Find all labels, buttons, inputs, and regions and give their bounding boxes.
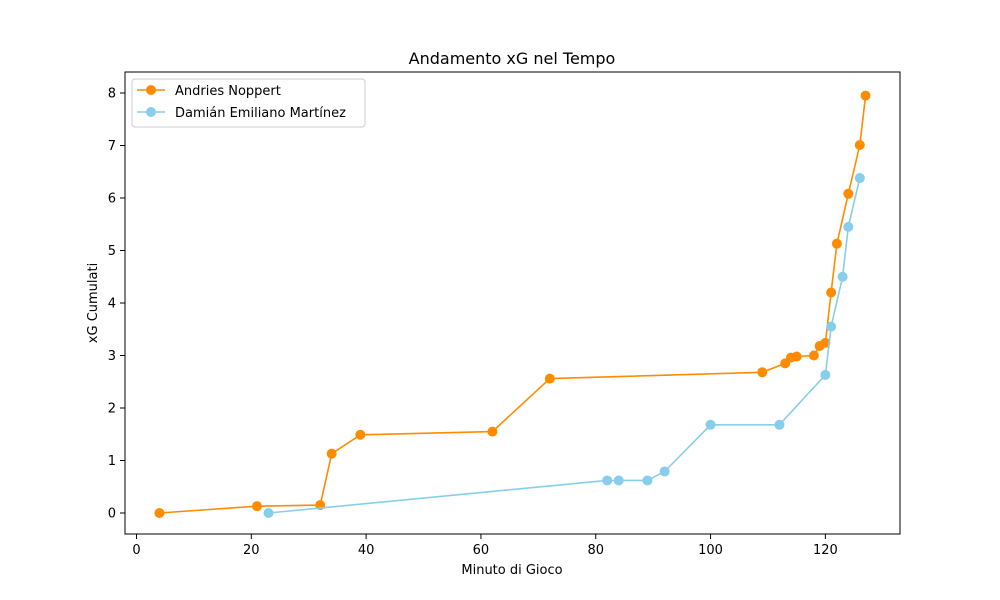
legend-label-damian-martinez: Damián Emiliano Martínez xyxy=(175,106,346,121)
x-axis-ticks: 0 20 40 60 80 100 120 xyxy=(132,534,838,558)
data-point xyxy=(154,508,165,518)
y-tick-label: 4 xyxy=(108,297,116,312)
data-point xyxy=(757,367,768,378)
chart-title: Andamento xG nel Tempo xyxy=(409,49,616,68)
data-point xyxy=(602,475,613,486)
y-tick-label: 6 xyxy=(108,192,116,207)
data-point xyxy=(854,139,865,150)
y-axis-label: xG Cumulati xyxy=(86,263,101,343)
y-tick-label: 8 xyxy=(108,87,116,102)
legend-marker-damian-martinez xyxy=(146,107,156,117)
data-point xyxy=(642,475,653,486)
y-axis-ticks: 0 1 2 3 4 5 6 7 8 xyxy=(108,87,125,522)
data-point xyxy=(252,501,263,512)
y-tick-label: 5 xyxy=(108,244,116,259)
legend-label-andries-noppert: Andries Noppert xyxy=(175,84,281,99)
data-point xyxy=(831,238,842,249)
y-tick-label: 3 xyxy=(108,349,116,364)
series-1 xyxy=(263,173,865,518)
x-tick-label: 20 xyxy=(243,543,260,558)
x-tick-label: 40 xyxy=(358,543,375,558)
legend-box xyxy=(131,78,366,128)
x-tick-label: 100 xyxy=(698,543,723,558)
data-point xyxy=(843,221,854,232)
x-tick-label: 120 xyxy=(813,543,838,558)
data-point xyxy=(860,90,871,101)
y-tick-label: 1 xyxy=(108,454,116,469)
data-point xyxy=(791,351,802,362)
data-point xyxy=(843,188,854,199)
data-point xyxy=(808,350,819,361)
y-tick-label: 2 xyxy=(108,402,116,417)
series-line xyxy=(268,177,861,514)
data-point xyxy=(487,426,498,437)
data-point xyxy=(820,337,831,348)
data-point xyxy=(774,419,785,430)
data-point xyxy=(820,369,831,380)
data-point xyxy=(826,321,837,332)
data-point xyxy=(854,173,865,184)
data-point xyxy=(705,419,716,430)
y-tick-label: 0 xyxy=(108,507,116,522)
x-tick-label: 0 xyxy=(132,543,140,558)
y-tick-label: 7 xyxy=(108,139,116,154)
data-point xyxy=(659,466,670,477)
data-point xyxy=(355,429,366,440)
x-tick-label: 60 xyxy=(473,543,490,558)
data-point xyxy=(826,287,837,298)
legend-marker-andries-noppert xyxy=(146,85,156,95)
data-point xyxy=(544,373,555,384)
data-point xyxy=(326,448,337,459)
legend: Andries Noppert Damián Emiliano Martínez xyxy=(131,78,366,128)
data-point xyxy=(837,271,848,282)
x-tick-label: 80 xyxy=(587,543,604,558)
plot-area xyxy=(124,71,901,535)
series-0 xyxy=(154,90,871,518)
data-point xyxy=(613,475,624,486)
x-axis-label: Minuto di Gioco xyxy=(461,563,562,578)
series-layer xyxy=(154,90,871,518)
series-line xyxy=(159,95,867,514)
data-point xyxy=(263,508,274,518)
